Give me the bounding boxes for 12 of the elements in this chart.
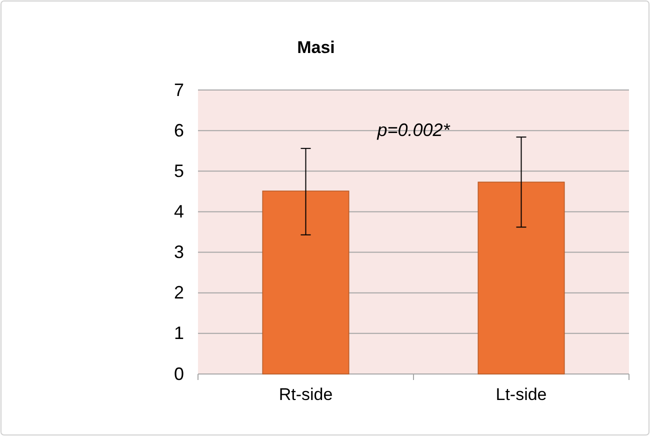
annotation: p=0.002* [376, 120, 451, 140]
y-tick-label: 0 [174, 364, 184, 384]
x-tick-label: Lt-side [496, 385, 547, 404]
chart-title: Masi [297, 38, 335, 57]
y-tick-label: 1 [174, 323, 184, 344]
y-tick-label: 4 [174, 201, 184, 222]
y-tick-label: 5 [174, 160, 184, 181]
y-tick-label: 6 [174, 120, 184, 140]
x-tick-label: Rt-side [278, 385, 333, 404]
y-tick-label: 7 [174, 80, 184, 100]
y-tick-label: 3 [174, 242, 184, 262]
y-tick-label: 2 [174, 282, 184, 303]
